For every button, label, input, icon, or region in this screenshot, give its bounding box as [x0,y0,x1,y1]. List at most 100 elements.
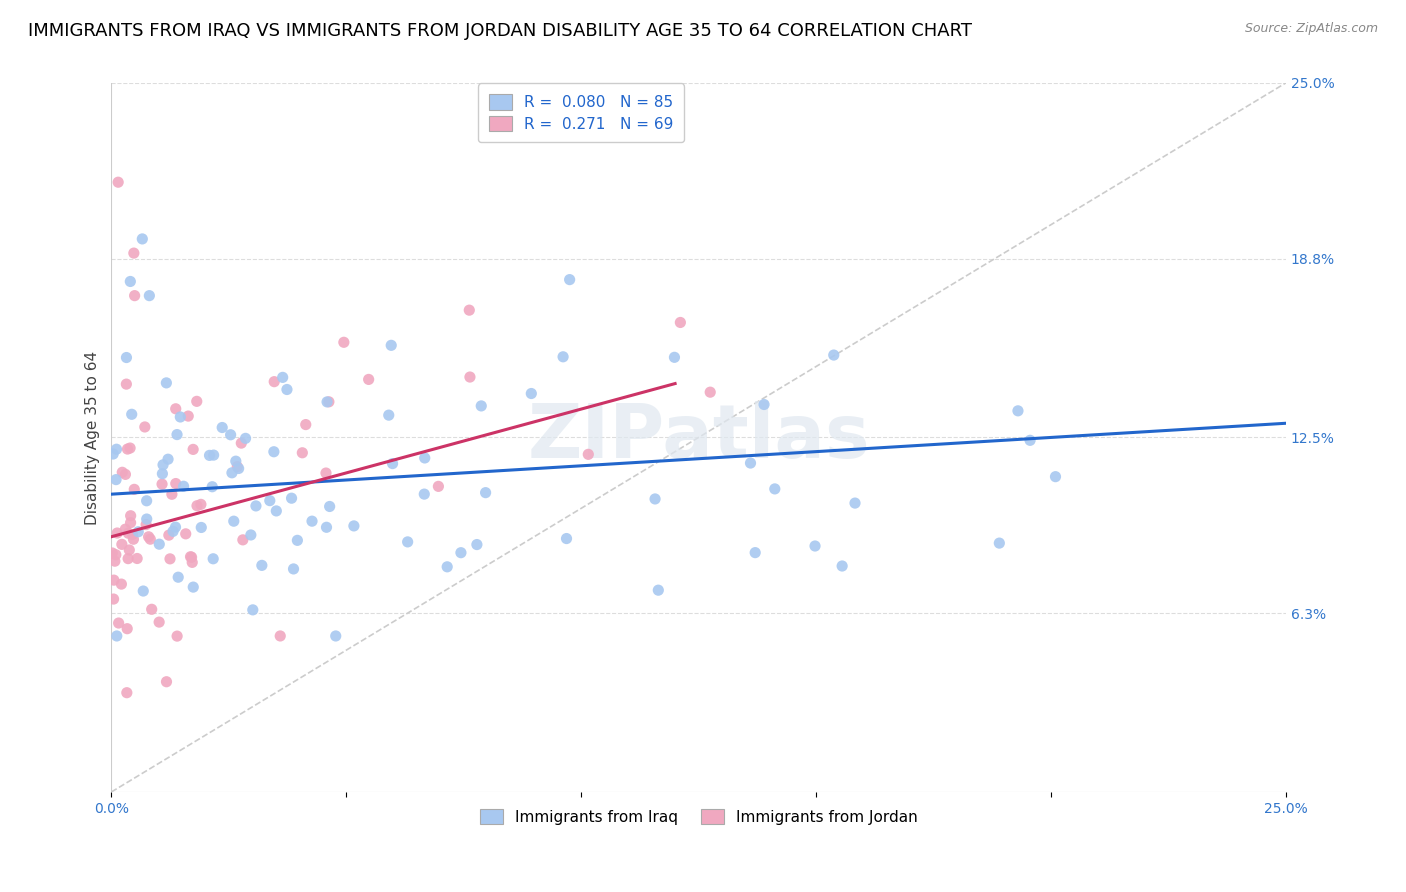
Point [211,420,233,434]
Point [186,499,208,513]
Point [107,615,129,630]
Legend: Immigrants from Iraq, Immigrants from Jordan: Immigrants from Iraq, Immigrants from Jo… [471,799,927,834]
Point [458,303,481,318]
Point [134,420,156,434]
Point [115,351,138,365]
Point [160,487,183,501]
Point [228,461,250,475]
Point [118,543,141,558]
Point [165,520,187,534]
Point [114,522,136,536]
Point [988,536,1011,550]
Point [157,452,180,467]
Point [377,408,399,422]
Point [101,447,124,461]
Point [198,449,221,463]
Point [173,479,195,493]
Point [283,562,305,576]
Point [152,458,174,472]
Point [138,530,160,544]
Point [699,385,721,400]
Point [132,584,155,599]
Point [177,409,200,423]
Text: Source: ZipAtlas.com: Source: ZipAtlas.com [1244,22,1378,36]
Point [644,491,666,506]
Point [105,629,128,643]
Point [150,467,173,481]
Point [186,394,208,409]
Point [231,436,253,450]
Point [474,485,496,500]
Point [266,504,288,518]
Point [115,622,138,636]
Point [121,407,143,421]
Point [181,555,204,569]
Point [219,427,242,442]
Point [287,533,309,548]
Point [470,399,492,413]
Point [180,549,202,564]
Point [551,350,574,364]
Point [141,602,163,616]
Point [271,370,294,384]
Point [117,526,139,541]
Point [823,348,845,362]
Point [844,496,866,510]
Point [201,480,224,494]
Point [162,524,184,539]
Point [131,232,153,246]
Point [190,497,212,511]
Point [115,686,138,700]
Point [135,512,157,526]
Point [831,559,853,574]
Point [111,465,134,479]
Point [121,527,143,541]
Point [276,383,298,397]
Point [165,476,187,491]
Point [558,272,581,286]
Point [239,528,262,542]
Point [294,417,316,432]
Point [232,533,254,547]
Point [180,550,202,565]
Point [139,532,162,546]
Point [150,477,173,491]
Point [157,528,180,542]
Point [333,335,356,350]
Point [450,546,472,560]
Point [148,615,170,629]
Point [169,409,191,424]
Point [465,537,488,551]
Point [259,493,281,508]
Point [124,288,146,302]
Point [135,517,157,532]
Point [120,508,142,523]
Point [120,516,142,530]
Point [576,447,599,461]
Point [181,442,204,457]
Point [413,487,436,501]
Point [110,577,132,591]
Point [105,526,128,541]
Point [159,552,181,566]
Point [167,570,190,584]
Point [166,629,188,643]
Point [135,493,157,508]
Point [105,473,128,487]
Point [325,629,347,643]
Point [291,446,314,460]
Point [104,548,127,562]
Point [221,466,243,480]
Point [103,592,125,607]
Point [381,457,404,471]
Point [413,450,436,465]
Point [740,456,762,470]
Point [315,520,337,534]
Point [155,674,177,689]
Point [120,275,142,289]
Point [458,370,481,384]
Point [155,376,177,390]
Point [436,559,458,574]
Point [1007,404,1029,418]
Point [301,514,323,528]
